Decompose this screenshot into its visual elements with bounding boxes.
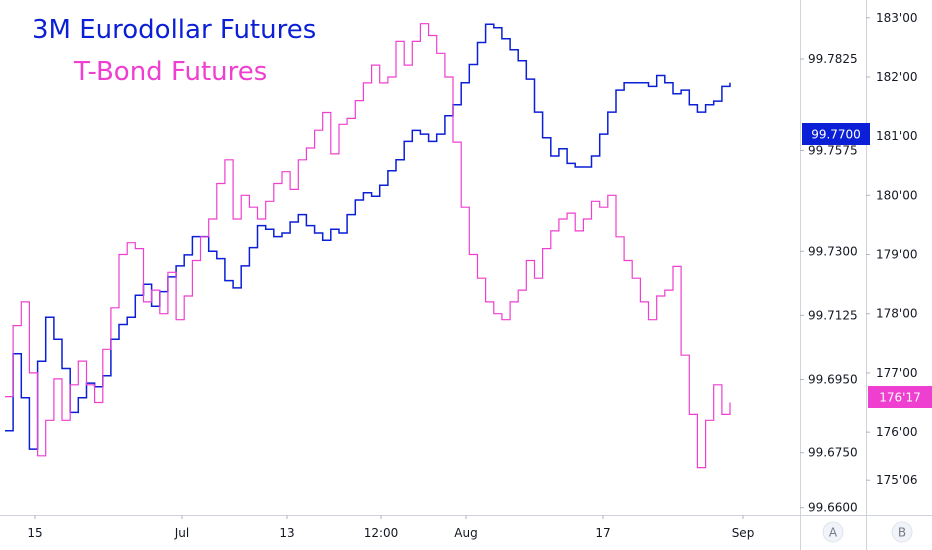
tbond-price-tick-label: 179'00 bbox=[876, 248, 917, 262]
left-axis-button-label: A bbox=[829, 526, 838, 540]
tbond-price-tick-label: 175'06 bbox=[876, 473, 917, 487]
right-axis-button-label: B bbox=[898, 526, 906, 540]
tbond-price-tick-label: 180'00 bbox=[876, 188, 917, 202]
time-tick-label: Sep bbox=[732, 526, 755, 540]
time-scale[interactable]: 15 Jul 13 12:00 Aug 17 Sep bbox=[27, 515, 754, 540]
eurodollar-price-tick-label: 99.6950 bbox=[808, 372, 858, 386]
last-value-label-tbond: 176'17 bbox=[879, 391, 920, 405]
time-tick-label: Aug bbox=[454, 526, 477, 540]
time-tick-label: 12:00 bbox=[364, 526, 399, 540]
last-value-pill-eurodollar: 99.7700 bbox=[802, 123, 870, 145]
tbond-price-tick-label: 182'00 bbox=[876, 70, 917, 84]
eurodollar-price-tick-label: 99.7575 bbox=[808, 144, 858, 158]
time-tick-label: Jul bbox=[174, 526, 189, 540]
right-axis-button[interactable]: B bbox=[891, 521, 913, 543]
eurodollar-price-tick-label: 99.6600 bbox=[808, 501, 858, 515]
tbond-price-tick-label: 181'00 bbox=[876, 129, 917, 143]
time-tick-label: 15 bbox=[27, 526, 42, 540]
legend-eurodollar: 3M Eurodollar Futures bbox=[32, 15, 316, 45]
last-value-pill-tbond: 176'17 bbox=[868, 386, 932, 408]
left-axis-button[interactable]: A bbox=[822, 521, 844, 543]
price-scale-tbond[interactable]: 183'00 182'00 181'00 180'00 179'00 178'00 177'… bbox=[866, 11, 917, 487]
price-scale-eurodollar[interactable]: 99.7825 99.7575 99.7300 99.7125 99.6950 99.67… bbox=[800, 52, 858, 515]
tbond-price-tick-label: 177'00 bbox=[876, 366, 917, 380]
legend-tbond: T-Bond Futures bbox=[73, 57, 267, 87]
eurodollar-price-tick-label: 99.7300 bbox=[808, 244, 858, 258]
time-tick-label: 13 bbox=[279, 526, 294, 540]
time-tick-label: 17 bbox=[595, 526, 610, 540]
eurodollar-price-tick-label: 99.7825 bbox=[808, 52, 858, 66]
tbond-price-tick-label: 178'00 bbox=[876, 307, 917, 321]
plot-area[interactable] bbox=[5, 23, 731, 469]
eurodollar-price-tick-label: 99.7125 bbox=[808, 308, 858, 322]
series-line-eurodollar bbox=[5, 23, 731, 450]
tbond-price-tick-label: 176'00 bbox=[876, 425, 917, 439]
last-value-label-eurodollar: 99.7700 bbox=[811, 128, 861, 142]
series-line-tbond bbox=[5, 23, 731, 469]
eurodollar-price-tick-label: 99.6750 bbox=[808, 446, 858, 460]
tbond-price-tick-label: 183'00 bbox=[876, 11, 917, 25]
